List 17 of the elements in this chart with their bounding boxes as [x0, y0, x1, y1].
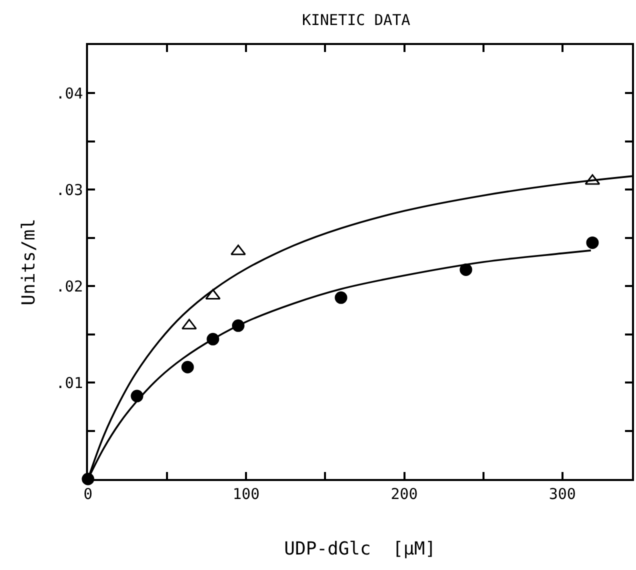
chart-title: KINETIC DATA — [302, 10, 410, 29]
y-tick-label: .01 — [56, 374, 83, 392]
y-tick-label: .02 — [56, 277, 83, 296]
x-tick-label: 300 — [548, 485, 576, 503]
point — [586, 236, 599, 249]
point — [181, 360, 194, 374]
y-axis-title: Units/ml — [18, 218, 40, 306]
point — [182, 318, 197, 330]
x-axis-title: UDP-dGlc [µM] — [284, 538, 436, 560]
x-tick-label: 0 — [83, 485, 93, 503]
point — [230, 244, 246, 256]
y-tick-label: .04 — [56, 84, 83, 102]
y-tick-label: .03 — [56, 180, 83, 199]
x-tick-label: 200 — [390, 485, 418, 503]
x-tick-label: 100 — [232, 485, 260, 503]
point — [460, 263, 472, 276]
point — [334, 291, 348, 304]
